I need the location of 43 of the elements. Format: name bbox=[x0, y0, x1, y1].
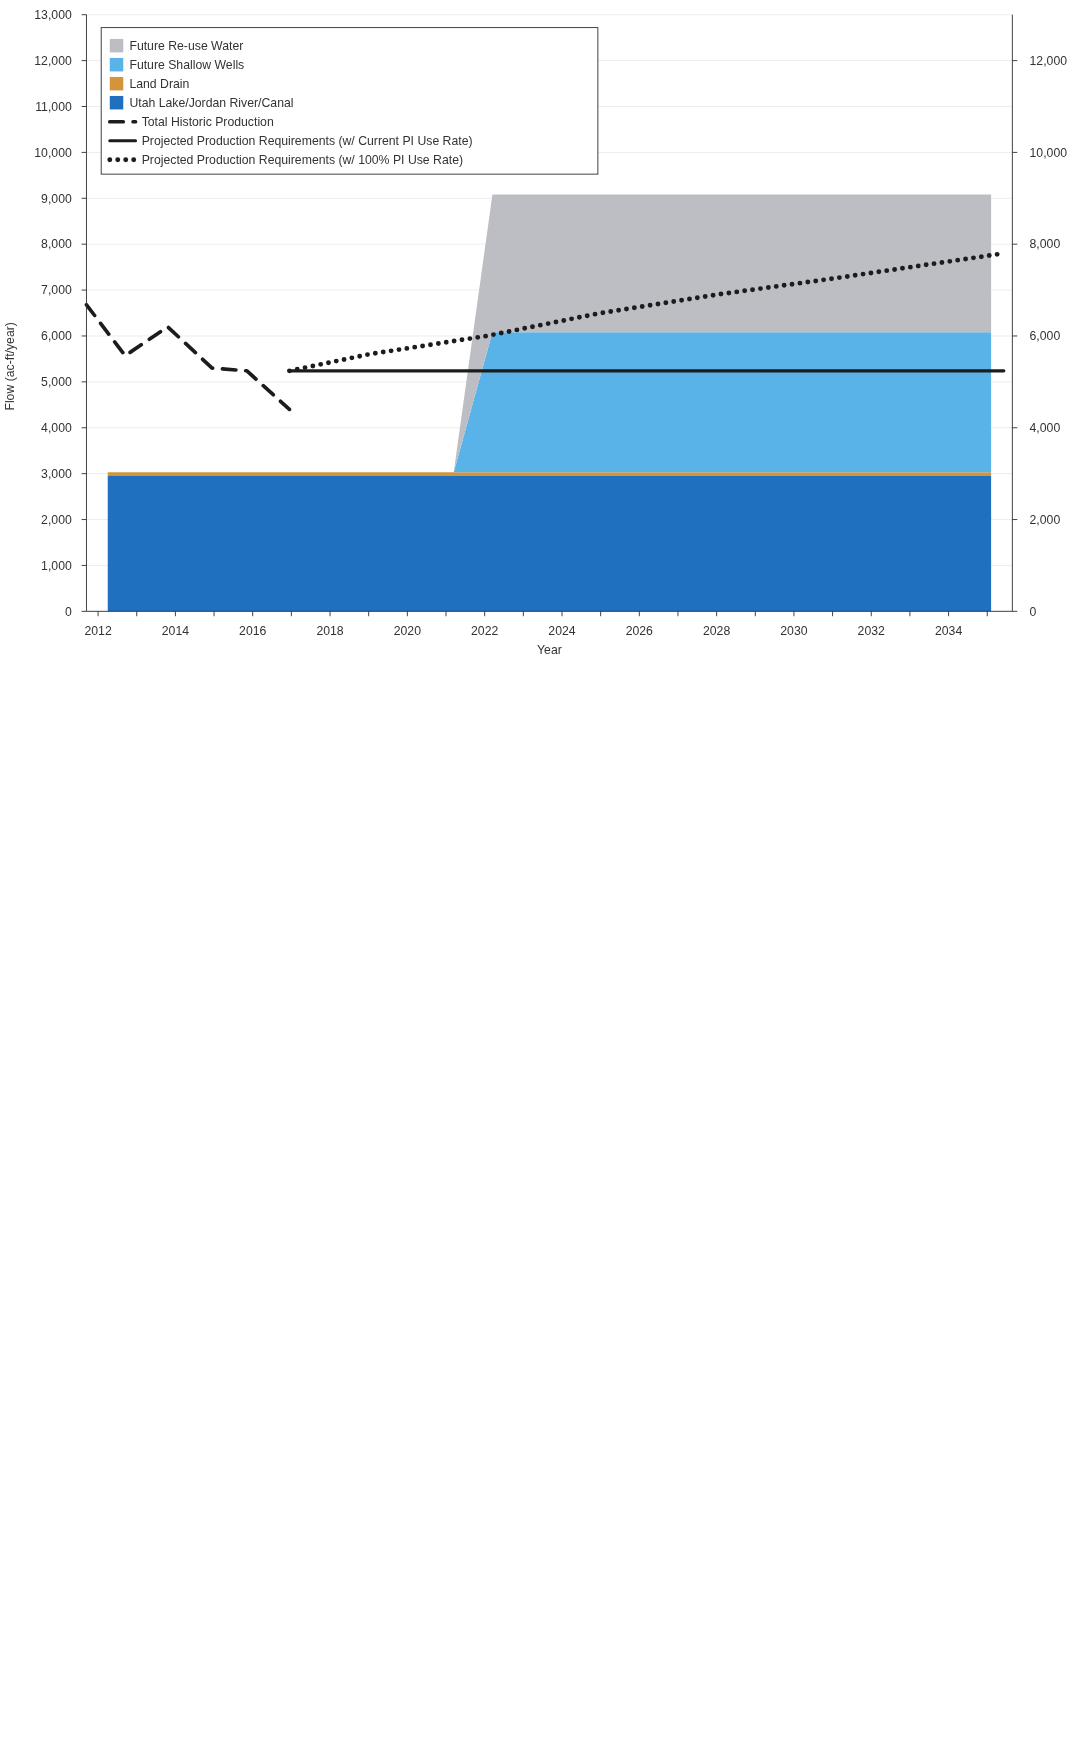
x-tick-label: 2022 bbox=[471, 623, 499, 638]
x-tick-label: 2016 bbox=[239, 623, 267, 638]
y-tick-label: 4,000 bbox=[41, 421, 72, 436]
y-tick-label: 13,000 bbox=[34, 8, 72, 23]
y-tick-label: 11,000 bbox=[35, 99, 72, 114]
y-tick-label: 2,000 bbox=[41, 512, 72, 527]
y-tick-label: 1,000 bbox=[41, 558, 72, 573]
x-tick-label: 2024 bbox=[548, 623, 576, 638]
legend-label: Future Shallow Wells bbox=[129, 57, 245, 72]
legend-label: Land Drain bbox=[129, 76, 190, 91]
legend-label: Projected Production Requirements (w/ 100% PI Use Rate) bbox=[141, 153, 464, 168]
legend-label: Projected Production Requirements (w/ Current PI Use Rate) bbox=[141, 134, 473, 149]
y2-tick-label: 2,000 bbox=[1029, 512, 1061, 527]
y-tick-label: 0 bbox=[64, 604, 72, 619]
y-tick-label: 5,000 bbox=[41, 375, 72, 390]
x-tick-label: 2014 bbox=[161, 623, 190, 638]
y2-tick-label: 6,000 bbox=[1029, 329, 1061, 344]
y-axis-title: Flow (ac-ft/year) bbox=[2, 322, 17, 411]
x-tick-label: 2034 bbox=[934, 623, 963, 638]
legend-label: Total Historic Production bbox=[141, 115, 274, 130]
legend-label: Utah Lake/Jordan River/Canal bbox=[129, 96, 294, 110]
line-series bbox=[84, 302, 292, 412]
x-axis-title: Year bbox=[537, 643, 562, 658]
y-tick-label: 6,000 bbox=[41, 329, 72, 344]
y-tick-label: 12,000 bbox=[34, 53, 72, 68]
x-tick-label: 2020 bbox=[393, 623, 422, 638]
legend-label: Future Re-use Water bbox=[129, 38, 244, 53]
x-tick-label: 2030 bbox=[780, 623, 808, 638]
y2-tick-label: 12,000 bbox=[1029, 53, 1068, 68]
x-tick-label: 2018 bbox=[316, 623, 344, 638]
x-tick-label: 2028 bbox=[702, 623, 731, 638]
y-tick-label: 3,000 bbox=[41, 466, 72, 481]
x-tick-label: 2032 bbox=[857, 623, 886, 638]
y2-tick-label: 4,000 bbox=[1029, 421, 1061, 436]
y2-tick-label: 10,000 bbox=[1029, 145, 1068, 160]
y2-tick-label: 0 bbox=[1029, 604, 1037, 619]
y-tick-label: 10,000 bbox=[34, 145, 72, 160]
x-tick-label: 2026 bbox=[625, 623, 654, 638]
y2-tick-label: 8,000 bbox=[1029, 237, 1061, 252]
y-tick-label: 9,000 bbox=[41, 191, 72, 206]
y-tick-label: 7,000 bbox=[41, 283, 72, 298]
x-tick-label: 2012 bbox=[84, 623, 112, 638]
y-tick-label: 8,000 bbox=[41, 237, 72, 252]
